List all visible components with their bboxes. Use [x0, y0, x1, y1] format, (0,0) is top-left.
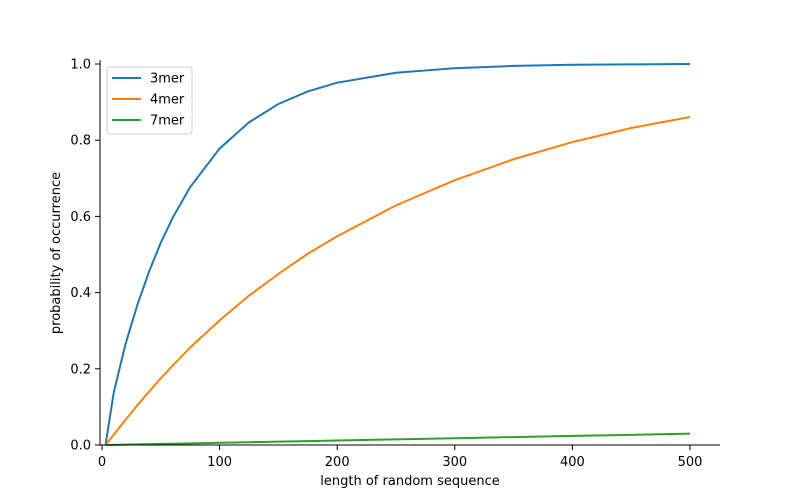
x-tick-label: 400 — [560, 455, 585, 470]
axes — [99, 60, 720, 446]
series-line-3mer — [104, 63, 691, 446]
legend: 3mer 4mer 7mer — [106, 66, 193, 135]
legend-box — [106, 66, 193, 135]
x-tick-label: 300 — [442, 455, 467, 470]
y-tick-label: 0.2 — [70, 362, 91, 377]
y-tick-label: 1.0 — [70, 58, 91, 73]
x-tick-label: 0 — [98, 455, 106, 470]
plot-lines — [104, 63, 691, 446]
legend-label-4mer: 4mer — [150, 93, 185, 108]
y-tick-label: 0.4 — [70, 286, 91, 301]
legend-label-7mer: 7mer — [150, 114, 185, 129]
x-tick-label: 500 — [678, 455, 703, 470]
y-tick-label: 0.8 — [70, 134, 91, 149]
y-axis-label: probability of occurrence — [49, 172, 64, 334]
legend-label-3mer: 3mer — [150, 72, 185, 87]
y-tick-label: 0.0 — [70, 439, 91, 454]
x-ticks: 0 100 200 300 400 500 — [98, 445, 703, 470]
series-line-7mer — [105, 432, 691, 446]
x-tick-label: 100 — [207, 455, 232, 470]
y-ticks: 0.0 0.2 0.4 0.6 0.8 1.0 — [70, 58, 100, 454]
series-line-4mer — [104, 115, 691, 446]
x-tick-label: 200 — [325, 455, 350, 470]
y-tick-label: 0.6 — [70, 210, 91, 225]
x-axis-label: length of random sequence — [320, 474, 499, 489]
